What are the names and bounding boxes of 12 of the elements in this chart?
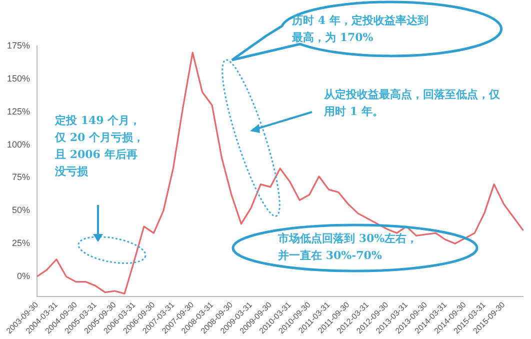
annotation: 定投 149 个月，仅 20 个月亏损，且 2006 年后再没亏损 [55, 113, 145, 180]
text: 历时 4 年，定投收益率达到最高，为 170% [292, 13, 430, 46]
y-tick-label: 150% [6, 73, 30, 84]
y-tick-label: 0% [17, 271, 30, 281]
y-tick-label: 125% [6, 106, 30, 116]
annotation: 从定投收益最高点，回落至低点，仅用时 1 年。 [324, 87, 501, 120]
y-tick-label: 175% [6, 40, 30, 50]
annotation: 市场低点回落到 30%左右，并一直在 30%-70% [278, 231, 419, 264]
y-tick-label: 100% [6, 139, 30, 150]
y-tick-label: 25% [12, 238, 30, 248]
y-tick-label: 75% [12, 172, 30, 182]
y-tick-label: 50% [12, 205, 30, 216]
